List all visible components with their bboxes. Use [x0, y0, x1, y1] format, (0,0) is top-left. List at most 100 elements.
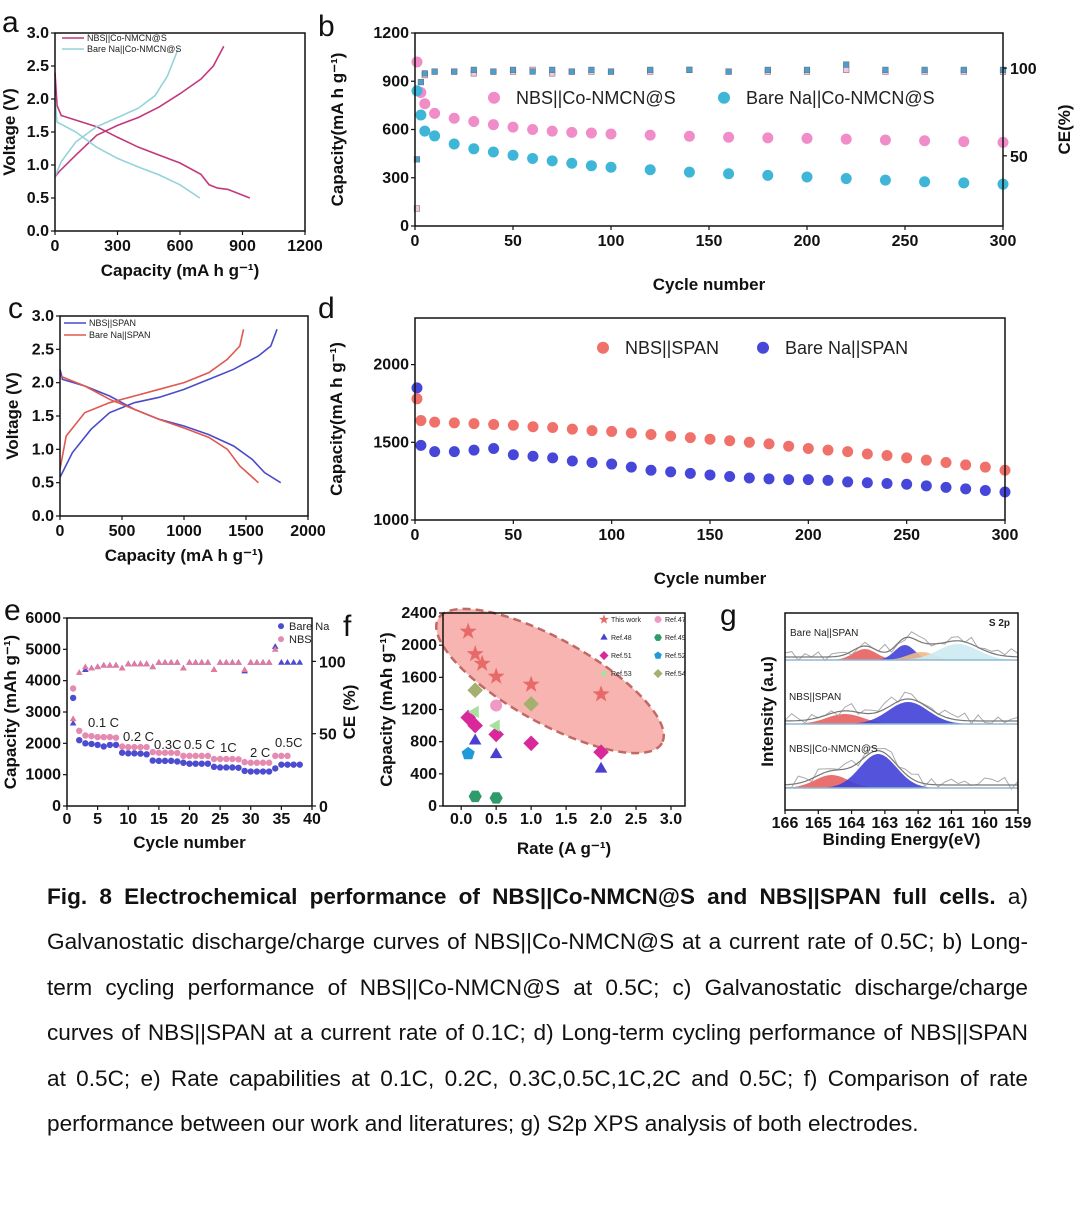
legend-item: NBS||SPAN — [597, 338, 719, 358]
legend-item: Ref.49 — [654, 634, 686, 642]
data-point — [683, 130, 695, 142]
legend-marker — [653, 669, 663, 679]
legend-item: This work — [599, 614, 641, 624]
data-point — [247, 768, 254, 775]
panel-g: g Bare Na||SPAN NBS||SPAN NBS||Co-NMCN@S S 2… — [720, 599, 1031, 849]
data-point — [284, 658, 291, 665]
data-point — [527, 421, 539, 433]
data-point — [174, 758, 181, 765]
data-point — [411, 85, 423, 97]
data-point — [683, 166, 695, 178]
legend-item: Ref.47 — [654, 616, 686, 624]
data-point — [467, 682, 483, 698]
xps-component-peak — [785, 644, 1018, 660]
x-tick-label: 161 — [938, 815, 965, 832]
y2-tick-label: 0 — [319, 799, 328, 816]
data-point — [265, 768, 273, 775]
data-point — [527, 152, 539, 164]
legend-label: NBS||Co-NMCN@S — [516, 88, 676, 108]
series-line — [59, 329, 245, 470]
data-point — [529, 68, 536, 75]
highlight-ellipse — [434, 607, 666, 755]
xps-envelope — [785, 750, 1018, 786]
panel-c: c 0 500 1000 1500 2000 0.0 0.5 1.0 1.5 2.0 2.5 3.0 Ca… — [3, 292, 326, 565]
data-point — [881, 477, 893, 489]
data-point — [523, 735, 539, 752]
x-tick-label: 150 — [697, 527, 724, 544]
panel-letter: e — [4, 594, 21, 627]
y-tick-label: 1.0 — [27, 157, 49, 174]
data-point — [82, 663, 89, 670]
data-point — [979, 484, 991, 496]
data-point — [241, 758, 248, 766]
data-point — [253, 768, 261, 775]
data-point — [644, 129, 656, 141]
data-point — [143, 660, 150, 667]
data-point — [566, 126, 578, 138]
xps-title: S 2p — [989, 618, 1010, 629]
y-tick-label: 2.0 — [27, 91, 49, 108]
x-axis-label: Cycle number — [654, 569, 767, 588]
data-point — [881, 450, 893, 462]
data-point — [448, 417, 460, 429]
y-tick-label: 600 — [382, 122, 409, 139]
data-point — [488, 418, 500, 430]
data-point — [488, 726, 504, 743]
y-tick-label: 0.5 — [32, 475, 54, 492]
data-point — [919, 135, 931, 147]
data-point — [235, 658, 242, 665]
data-point — [468, 733, 482, 745]
y-axis-label: Intensity (a.u) — [758, 656, 777, 767]
data-point — [259, 768, 267, 775]
data-point — [684, 467, 696, 479]
data-point — [413, 156, 421, 163]
data-point — [647, 66, 654, 73]
data-point — [801, 132, 813, 144]
data-point — [468, 115, 480, 127]
y-axis-label: Capacity (mAh g⁻¹) — [377, 632, 396, 786]
data-point — [296, 658, 304, 665]
y-tick-label: 0.5 — [27, 190, 49, 207]
data-point — [566, 157, 578, 169]
data-point — [509, 66, 517, 73]
data-point — [546, 155, 558, 167]
data-point — [118, 664, 126, 671]
x-tick-label: 0.5 — [485, 811, 507, 828]
data-point — [843, 66, 850, 73]
x-tick-label: 30 — [242, 811, 260, 828]
xps-envelope — [785, 636, 1018, 658]
data-point — [448, 112, 460, 124]
data-point — [124, 660, 132, 667]
data-point — [723, 131, 735, 143]
legend-marker — [597, 341, 609, 354]
x-tick-label: 165 — [805, 815, 832, 832]
data-point — [466, 645, 484, 662]
panel-d: d 0 50 100 150 200 250 300 1000 1500 2000 Cycle num… — [318, 292, 1018, 588]
data-point — [82, 666, 89, 672]
legend-marker — [654, 634, 662, 641]
y-tick-label: 1.0 — [32, 441, 54, 458]
data-point — [489, 792, 503, 804]
data-point — [137, 660, 144, 667]
y-tick-label: 1200 — [401, 702, 437, 719]
data-point — [566, 423, 578, 435]
data-point — [566, 455, 578, 467]
legend-label: Bare Na||Co-NMCN@S — [87, 44, 181, 54]
data-point — [278, 752, 285, 760]
legend-marker — [278, 623, 284, 630]
x-axis-label: Cycle number — [133, 833, 246, 852]
data-point — [173, 658, 181, 665]
data-point — [523, 696, 539, 712]
x-tick-label: 3.0 — [660, 811, 682, 828]
x-tick-label: 35 — [272, 811, 290, 828]
data-point — [459, 622, 477, 639]
y-tick-label: 300 — [382, 170, 409, 187]
data-point — [271, 643, 279, 649]
data-point — [568, 68, 575, 75]
data-point — [204, 752, 212, 760]
legend-item: NBS||Co-NMCN@S — [488, 88, 676, 108]
legend-item: Bare Na||SPAN — [64, 330, 151, 340]
xps-component-peak — [785, 754, 1018, 788]
x-tick-label: 2.5 — [625, 811, 647, 828]
legend-label: NBS||SPAN — [89, 318, 136, 328]
